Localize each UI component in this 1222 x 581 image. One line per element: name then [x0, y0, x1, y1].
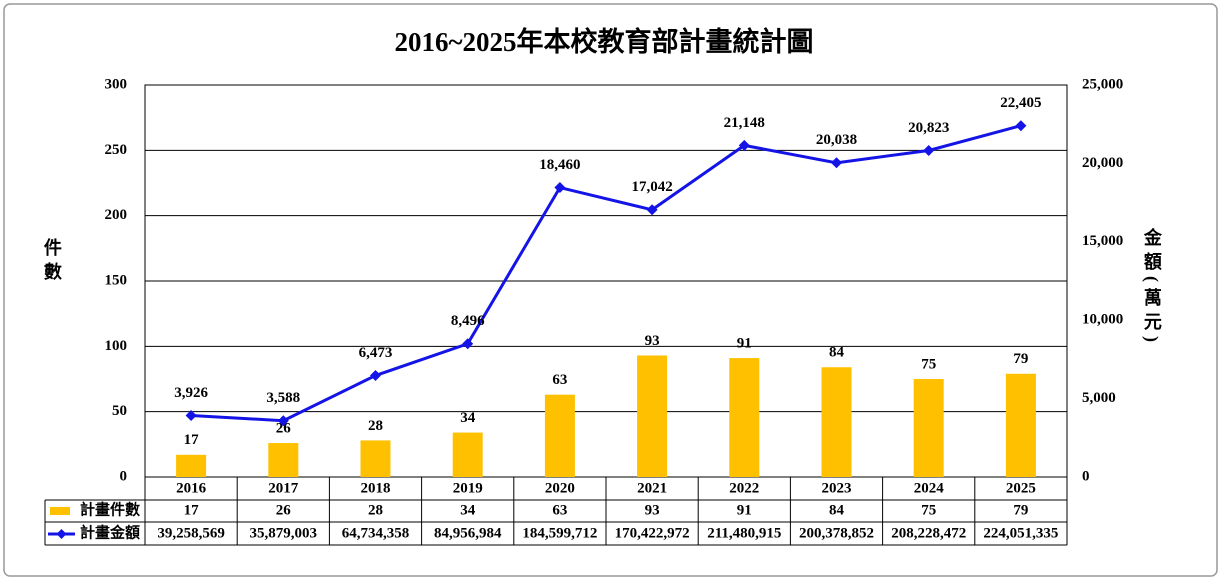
line-marker	[554, 182, 566, 194]
y2-tick-label: 0	[1082, 468, 1090, 484]
line-marker	[923, 144, 935, 156]
y2-axis-label: 金額(萬元)	[1141, 227, 1163, 348]
line-marker	[646, 204, 658, 216]
bar-value-label: 91	[737, 336, 752, 352]
line-value-label: 6,473	[359, 345, 393, 361]
chart-title: 2016~2025年本校教育部計畫統計圖	[394, 26, 813, 57]
table-cell: 26	[276, 502, 292, 518]
bar	[1005, 373, 1036, 477]
bar-value-label: 93	[645, 333, 660, 349]
table-cell: 91	[737, 502, 752, 518]
y-tick-label: 300	[105, 76, 128, 92]
table-cell: 34	[460, 502, 476, 518]
line-marker	[370, 370, 381, 382]
y2-tick-label: 20,000	[1082, 155, 1123, 171]
table-cell: 200,378,852	[799, 525, 874, 541]
y-tick-label: 100	[105, 338, 128, 354]
line-marker	[185, 409, 197, 421]
bar-value-label: 28	[368, 418, 383, 434]
table-cell: 35,879,003	[250, 525, 318, 541]
table-cell: 63	[552, 502, 567, 518]
line-value-label: 17,042	[631, 179, 672, 195]
table-cell: 28	[368, 502, 383, 518]
bar-value-label: 75	[921, 356, 936, 372]
bar-value-label: 63	[552, 372, 567, 388]
line-value-label: 8,496	[451, 313, 485, 329]
bar	[544, 394, 575, 477]
bar	[176, 454, 207, 477]
legend-label: 計畫金額	[80, 523, 140, 541]
table-cell: 184,599,712	[522, 525, 597, 541]
table-cell: 211,480,915	[707, 525, 781, 541]
x-tick-label: 2019	[453, 480, 483, 496]
y-axis-label: 件數	[42, 237, 62, 286]
y2-tick-label: 10,000	[1082, 312, 1123, 328]
bar	[452, 432, 483, 477]
x-tick-label: 2022	[729, 480, 759, 496]
bar	[268, 443, 299, 477]
table-cell: 64,734,358	[342, 525, 410, 541]
x-tick-label: 2025	[1006, 480, 1036, 496]
line-marker	[1015, 120, 1027, 132]
bar	[360, 440, 391, 477]
y-tick-label: 50	[112, 403, 127, 419]
line-value-label: 20,823	[908, 120, 949, 136]
bar-value-label: 79	[1013, 351, 1028, 367]
y-tick-label: 0	[120, 468, 128, 484]
table-cell: 84,956,984	[434, 525, 502, 541]
line-value-label: 3,926	[174, 385, 208, 401]
bar	[729, 358, 760, 477]
table-cell: 93	[645, 502, 660, 518]
bar-value-label: 17	[184, 432, 200, 448]
line-value-label: 3,588	[266, 390, 300, 406]
y-tick-label: 150	[105, 272, 128, 288]
line	[191, 124, 1022, 423]
table-cell: 224,051,335	[983, 525, 1058, 541]
line-marker	[462, 338, 474, 350]
y2-tick-label: 25,000	[1082, 76, 1123, 92]
legend-marker	[56, 529, 67, 539]
bar	[913, 379, 944, 477]
table-cell: 79	[1013, 502, 1028, 518]
table-cell: 39,258,569	[157, 525, 225, 541]
y2-tick-label: 15,000	[1082, 233, 1123, 249]
table-cell: 84	[829, 502, 845, 518]
x-tick-label: 2017	[268, 480, 299, 496]
x-tick-label: 2021	[637, 480, 667, 496]
legend-label: 計畫件數	[80, 500, 140, 518]
table-cell: 17	[184, 502, 200, 518]
table-cell: 75	[921, 502, 936, 518]
bar-value-label: 84	[829, 345, 845, 361]
bar	[821, 367, 852, 477]
legend-swatch	[50, 507, 70, 515]
bar-value-label: 34	[460, 410, 476, 426]
x-tick-label: 2016	[176, 480, 207, 496]
x-tick-label: 2024	[914, 480, 945, 496]
x-tick-label: 2023	[822, 480, 852, 496]
line-marker	[831, 157, 842, 169]
y-tick-label: 200	[105, 207, 128, 223]
y2-tick-label: 5,000	[1082, 390, 1116, 406]
line-value-label: 22,405	[1000, 95, 1041, 111]
line-marker	[277, 415, 289, 427]
y-tick-label: 250	[105, 142, 128, 158]
line-value-label: 18,460	[539, 157, 580, 173]
line-value-label: 21,148	[724, 115, 765, 131]
bar	[637, 355, 668, 477]
x-tick-label: 2020	[545, 480, 575, 496]
line-marker	[738, 139, 750, 151]
bar-value-label: 26	[276, 420, 292, 436]
x-tick-label: 2018	[361, 480, 391, 496]
table-cell: 170,422,972	[615, 525, 690, 541]
line-value-label: 20,038	[816, 132, 857, 148]
table-cell: 208,228,472	[891, 525, 966, 541]
